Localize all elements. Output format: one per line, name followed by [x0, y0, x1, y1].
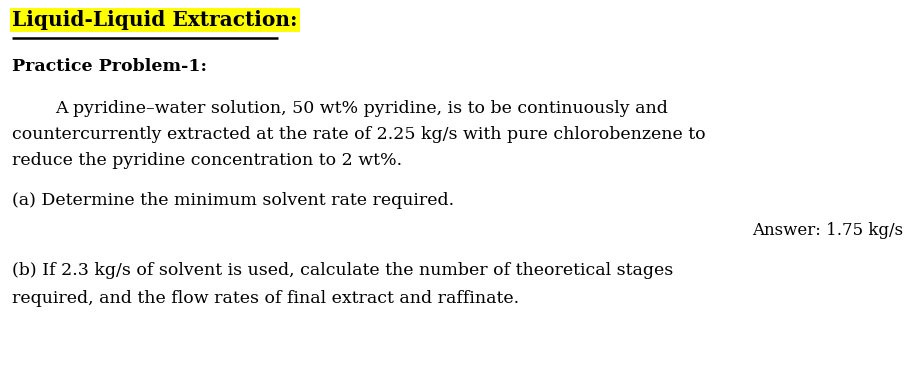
Text: Liquid-Liquid Extraction:: Liquid-Liquid Extraction:	[12, 10, 297, 30]
Text: (b) If 2.3 kg/s of solvent is used, calculate the number of theoretical stages: (b) If 2.3 kg/s of solvent is used, calc…	[12, 262, 673, 279]
Text: reduce the pyridine concentration to 2 wt%.: reduce the pyridine concentration to 2 w…	[12, 152, 402, 169]
Text: Practice Problem-1:: Practice Problem-1:	[12, 58, 207, 75]
Text: required, and the flow rates of final extract and raffinate.: required, and the flow rates of final ex…	[12, 290, 519, 307]
Text: countercurrently extracted at the rate of 2.25 kg/s with pure chlorobenzene to: countercurrently extracted at the rate o…	[12, 126, 705, 143]
Text: (a) Determine the minimum solvent rate required.: (a) Determine the minimum solvent rate r…	[12, 192, 454, 209]
Text: Answer: 1.75 kg/s: Answer: 1.75 kg/s	[752, 222, 903, 239]
Text: A pyridine–water solution, 50 wt% pyridine, is to be continuously and: A pyridine–water solution, 50 wt% pyridi…	[55, 100, 668, 117]
